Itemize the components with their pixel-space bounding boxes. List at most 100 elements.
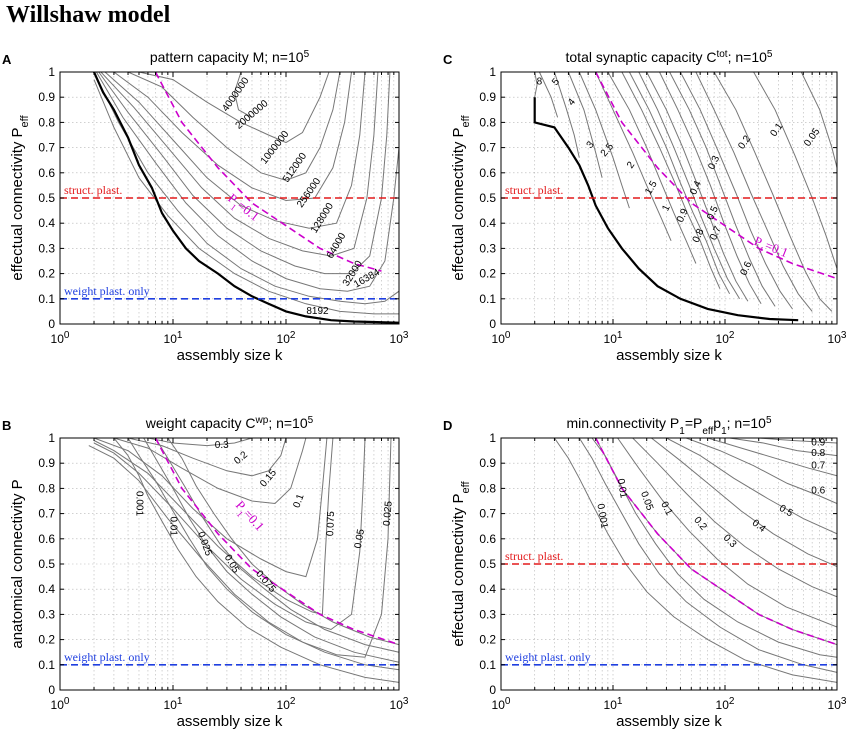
p1-curve [594,438,837,646]
series-line [93,72,399,305]
series-line [138,72,330,144]
x-tick-label: 103 [390,696,409,713]
panel-letter: A [2,52,12,67]
series-line [167,438,399,646]
figure-title: Willshaw model [6,2,171,28]
x-tick-label: 103 [828,696,847,713]
x-tick-exp: 0 [64,696,70,707]
x-tick-exp: 2 [290,696,296,707]
x-tick-label: 102 [716,696,735,713]
x-tick-base: 10 [164,332,178,346]
series-label: 0.01 [167,516,178,536]
panel-D: struct. plast. weight plast. only 0.001 0.0… [443,415,847,731]
series-label: 0.8 [811,448,825,459]
y-tick-label: 0.8 [479,481,496,495]
series-label: 1 [660,203,673,213]
series-line [147,438,253,447]
y-tick-label: 1 [489,431,496,445]
series-label: 0.025 [382,500,395,526]
series-line [578,72,630,209]
x-tick-label: 101 [604,330,623,347]
panel-title: total synaptic capacity Ctot; n=105 [566,49,773,66]
p1-label-sub: 1 [757,244,765,255]
panel-B: weight plast. only0.30.20.150.10.0750.05… [2,415,409,731]
y-tick-label: 1 [48,65,55,79]
series-line [753,72,837,269]
y-tick-label: 0.9 [38,90,55,104]
y-tick-label: 0.4 [38,582,55,596]
panel-title-main: pattern capacity M; n=10 [150,49,304,65]
series-line [591,438,837,658]
x-tick-label: 102 [716,330,735,347]
series-line [127,438,399,671]
panel-title-sup2: 5 [308,415,314,426]
x-tick-base: 10 [51,332,65,346]
y-tick-label: 0.3 [479,607,496,621]
series-line [595,438,837,646]
panel-title: pattern capacity M; n=105 [150,49,310,66]
series-line [100,72,379,257]
y-tick-label: 0.6 [479,166,496,180]
series-line [628,72,731,295]
x-tick-base: 10 [164,698,178,712]
series-label: 0.9 [811,438,825,449]
y-tick-label: 0.8 [479,115,496,129]
series-label: 4 [566,96,578,108]
x-tick-base: 10 [828,698,842,712]
series-line [758,438,837,444]
x-tick-label: 100 [51,696,70,713]
y-tick-label: 0.7 [38,141,55,155]
series-label: 2 [625,160,637,171]
y-tick-label: 0.3 [38,241,55,255]
x-tick-base: 10 [390,698,404,712]
x-tick-base: 10 [604,332,618,346]
y-tick-label: 0 [489,317,496,331]
series-label: 2000000 [234,98,271,132]
ticks [500,71,838,325]
panel-title-rest: ; n=10 [728,49,768,65]
x-tick-label: 101 [604,696,623,713]
y-axis-label-main: anatomical connectivity P [9,479,26,648]
series-label: 0.05 [638,490,655,512]
ref-label-weight: weight plast. only [64,284,150,298]
y-tick-label: 0.5 [38,557,55,571]
panel-letter: B [2,418,11,433]
panel-title-sub: 1 [679,426,685,437]
y-tick-label: 0.7 [479,141,496,155]
p1-label-rest: =0.1 [763,238,790,261]
y-tick-label: 0.2 [38,267,55,281]
x-tick-exp: 0 [505,330,511,341]
curves [92,72,399,324]
x-tick-exp: 1 [177,330,183,341]
x-tick-exp: 3 [841,330,847,341]
series-label: 0.4 [750,518,768,535]
series-label: 0.05 [353,528,367,550]
series-label: 5 [550,76,562,88]
y-tick-label: 0.5 [38,191,55,205]
curves [533,72,837,322]
series-label: 2.5 [599,141,617,159]
x-tick-exp: 1 [617,696,623,707]
x-tick-base: 10 [51,698,65,712]
ref-label-struct: struct. plast. [505,549,563,563]
series-label: 0.2 [232,449,250,467]
series-line [632,438,837,598]
y-tick-label: 1 [489,65,496,79]
ref-label-weight: weight plast. only [64,650,150,664]
panel-title-mid2: p [713,415,721,431]
series-line [666,438,837,535]
x-tick-base: 10 [604,698,618,712]
panel-title-main: total synaptic capacity C [566,49,717,65]
x-tick-label: 103 [828,330,847,347]
x-tick-base: 10 [716,332,730,346]
series-line [155,438,399,653]
series-line [538,72,559,118]
series-line [607,72,697,264]
panel-letter: C [443,52,453,67]
y-tick-label: 0.7 [38,507,55,521]
p1-curve [154,438,399,646]
series-line [127,72,341,181]
x-tick-exp: 1 [617,330,623,341]
series-line [113,72,352,202]
series-line [127,438,287,477]
